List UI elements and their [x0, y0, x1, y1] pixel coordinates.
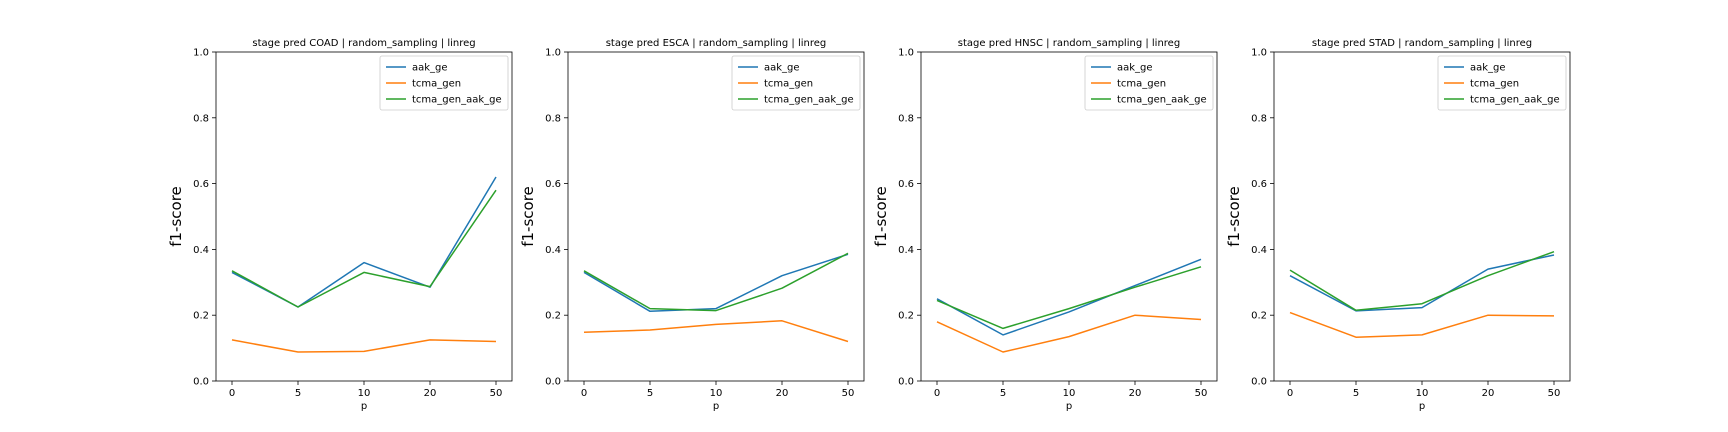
- x-tick-label: 0: [1287, 388, 1293, 399]
- y-axis-label: f1-score: [167, 186, 185, 247]
- axes-frame: [1273, 51, 1571, 382]
- series-line-tcma_gen_aak_ge: [583, 252, 849, 312]
- y-tick-label: 0.4: [545, 245, 561, 256]
- legend-label: aak_ge: [1470, 63, 1506, 74]
- x-tick-label: 50: [1548, 388, 1561, 399]
- y-tick-label: 0.8: [1251, 113, 1267, 124]
- y-tick-label: 0.6: [545, 179, 561, 190]
- y-tick-label: 0.6: [1251, 179, 1267, 190]
- series-line-aak_ge: [583, 253, 849, 313]
- x-tick-label: 20: [424, 388, 437, 399]
- legend-label: aak_ge: [1117, 63, 1153, 74]
- axes-frame: [215, 51, 513, 382]
- legend: aak_ge tcma_gen tcma_gen_aak_ge: [731, 55, 861, 111]
- legend-box: [379, 55, 509, 111]
- x-tick-label: 20: [1129, 388, 1142, 399]
- subplot-1: stage pred COAD | random_sampling | linr…: [167, 38, 513, 412]
- x-axis-label: p: [1066, 401, 1072, 412]
- x-tick-label: 5: [295, 388, 301, 399]
- y-tick-label: 1.0: [1251, 48, 1267, 59]
- y-tick-label: 1.0: [898, 48, 914, 59]
- y-axis-label: f1-score: [872, 186, 890, 247]
- axes-frame: [567, 51, 865, 382]
- series-line-tcma_gen_aak_ge: [231, 189, 497, 308]
- y-tick-label: 1.0: [545, 48, 561, 59]
- x-axis-label: p: [713, 401, 719, 412]
- y-tick-label: 0.2: [1251, 311, 1267, 322]
- legend-label: tcma_gen_aak_ge: [412, 95, 502, 106]
- y-axis-label: f1-score: [519, 186, 537, 247]
- legend-label: tcma_gen_aak_ge: [1117, 95, 1207, 106]
- y-tick-label: 0.0: [898, 377, 914, 388]
- x-tick-label: 5: [1000, 388, 1006, 399]
- legend: aak_ge tcma_gen tcma_gen_aak_ge: [1437, 55, 1567, 111]
- y-tick-label: 1.0: [193, 48, 209, 59]
- x-tick-label: 0: [934, 388, 940, 399]
- legend-label: aak_ge: [412, 63, 448, 74]
- legend: aak_ge tcma_gen tcma_gen_aak_ge: [1084, 55, 1214, 111]
- legend-label: tcma_gen: [412, 79, 461, 90]
- x-tick-label: 0: [229, 388, 235, 399]
- y-tick-label: 0.4: [193, 245, 209, 256]
- legend-box: [731, 55, 861, 111]
- chart-title: stage pred COAD | random_sampling | linr…: [252, 38, 475, 49]
- legend-label: tcma_gen: [764, 79, 813, 90]
- y-tick-label: 0.2: [545, 311, 561, 322]
- chart-title: stage pred HNSC | random_sampling | linr…: [958, 38, 1180, 49]
- y-tick-label: 0.0: [545, 377, 561, 388]
- axes-frame: [920, 51, 1218, 382]
- legend-label: aak_ge: [764, 63, 800, 74]
- x-tick-label: 50: [842, 388, 855, 399]
- x-tick-label: 20: [1482, 388, 1495, 399]
- series-line-tcma_gen: [936, 314, 1202, 353]
- y-tick-label: 0.8: [545, 113, 561, 124]
- x-tick-label: 10: [1416, 388, 1429, 399]
- x-tick-label: 10: [358, 388, 371, 399]
- x-tick-label: 20: [776, 388, 789, 399]
- legend-box: [1084, 55, 1214, 111]
- legend-label: tcma_gen_aak_ge: [1470, 95, 1560, 106]
- x-axis-label: p: [1419, 401, 1425, 412]
- x-tick-label: 0: [581, 388, 587, 399]
- series-line-aak_ge: [936, 258, 1202, 336]
- y-tick-label: 0.6: [193, 179, 209, 190]
- y-tick-label: 0.6: [898, 179, 914, 190]
- subplot-3: stage pred HNSC | random_sampling | linr…: [872, 38, 1218, 412]
- legend-label: tcma_gen: [1117, 79, 1166, 90]
- y-tick-label: 0.2: [898, 311, 914, 322]
- y-tick-label: 0.0: [1251, 377, 1267, 388]
- x-tick-label: 5: [1353, 388, 1359, 399]
- series-line-tcma_gen_aak_ge: [936, 266, 1202, 330]
- x-axis-label: p: [361, 401, 367, 412]
- legend-label: tcma_gen_aak_ge: [764, 95, 854, 106]
- series-line-tcma_gen: [231, 339, 497, 353]
- x-tick-label: 10: [710, 388, 723, 399]
- y-axis-label: f1-score: [1225, 186, 1243, 247]
- series-line-tcma_gen_aak_ge: [1289, 250, 1555, 312]
- chart-title: stage pred ESCA | random_sampling | linr…: [606, 38, 827, 49]
- x-tick-label: 10: [1063, 388, 1076, 399]
- legend-box: [1437, 55, 1567, 111]
- x-tick-label: 50: [490, 388, 503, 399]
- y-tick-label: 0.8: [898, 113, 914, 124]
- x-tick-label: 50: [1195, 388, 1208, 399]
- y-tick-label: 0.4: [898, 245, 914, 256]
- legend: aak_ge tcma_gen tcma_gen_aak_ge: [379, 55, 509, 111]
- series-line-tcma_gen: [583, 320, 849, 343]
- series-line-aak_ge: [1289, 254, 1555, 312]
- chart-title: stage pred STAD | random_sampling | linr…: [1312, 38, 1532, 49]
- subplot-2: stage pred ESCA | random_sampling | linr…: [519, 38, 865, 412]
- y-tick-label: 0.0: [193, 377, 209, 388]
- series-line-tcma_gen: [1289, 311, 1555, 338]
- subplot-4: stage pred STAD | random_sampling | linr…: [1225, 38, 1571, 412]
- legend-label: tcma_gen: [1470, 79, 1519, 90]
- x-tick-label: 5: [647, 388, 653, 399]
- y-tick-label: 0.8: [193, 113, 209, 124]
- y-tick-label: 0.2: [193, 311, 209, 322]
- y-tick-label: 0.4: [1251, 245, 1267, 256]
